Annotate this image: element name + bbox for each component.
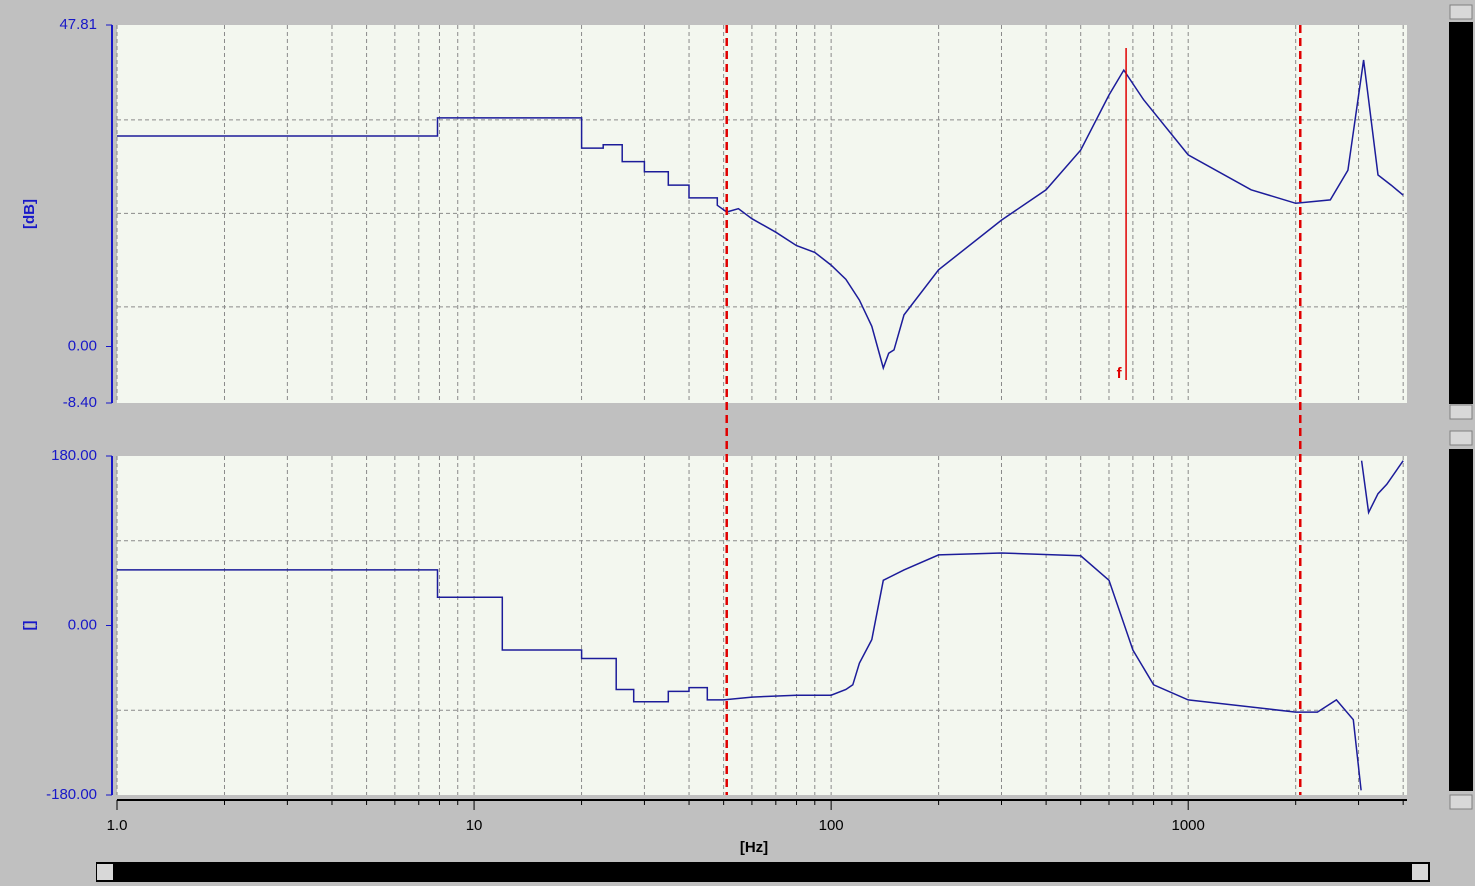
y-tick-label: 0.00	[68, 616, 97, 633]
scroll-down[interactable]	[1449, 794, 1473, 810]
y-tick-label: 0.00	[68, 337, 97, 354]
y-tick-label: 47.81	[59, 16, 97, 33]
y-tick-label: 180.00	[51, 447, 97, 464]
x-tick-label: 10	[466, 817, 483, 834]
scroll-up[interactable]	[1449, 430, 1473, 446]
scrollbar-track[interactable]	[1449, 449, 1473, 791]
x-tick-label: 100	[819, 817, 844, 834]
y-tick-label: -180.00	[46, 786, 97, 803]
response-line	[117, 460, 1404, 791]
x-tick-label: 1000	[1172, 817, 1205, 834]
y-axis-label: [dB]	[21, 199, 38, 229]
scrollbar-track[interactable]	[96, 862, 1430, 882]
y-axis-label: []	[21, 621, 38, 631]
scroll-down[interactable]	[1449, 404, 1473, 420]
x-tick-label: 1.0	[107, 817, 128, 834]
y-tick-label: -8.40	[63, 394, 97, 411]
response-line	[117, 59, 1404, 371]
scrollbar-track[interactable]	[1449, 22, 1473, 404]
plot-area	[117, 25, 1407, 403]
x-axis-label: [Hz]	[740, 839, 768, 856]
scroll-up[interactable]	[1449, 4, 1473, 20]
plot-area	[117, 456, 1407, 795]
scroll-left[interactable]	[97, 864, 113, 880]
scroll-right[interactable]	[1412, 864, 1428, 880]
marker-label: f	[1117, 365, 1123, 382]
